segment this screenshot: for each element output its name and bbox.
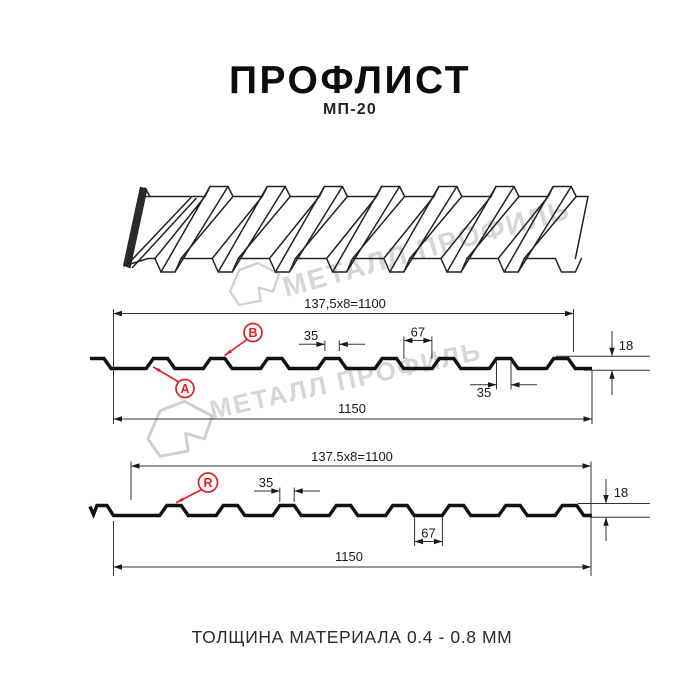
dim-arrow-icon (271, 488, 280, 494)
sheet-rib-line (383, 195, 435, 260)
sheet-rib-line (231, 185, 286, 273)
header: ПРОФЛИСТ МП-20 (229, 59, 471, 118)
sheet-rib-line (325, 195, 378, 260)
watermark-text: МЕТАЛЛ ПРОФИЛЬ (279, 194, 573, 303)
dim-overall-front: 1150 (338, 401, 366, 416)
sheet-fold-line (144, 187, 151, 198)
sheet-rib-line (274, 185, 326, 273)
callout-a-letter: A (180, 382, 189, 396)
dim-arrow-icon (603, 517, 609, 526)
dim-arrow-icon (131, 463, 140, 469)
metall-profil-logo-icon (146, 399, 214, 458)
dim-arrow-icon (294, 488, 303, 494)
dim-rib-top-front: 35 (304, 328, 318, 343)
dim-arrow-icon (582, 564, 591, 570)
callout-a-circle (175, 378, 195, 399)
dim-valley-reverse: 67 (421, 526, 435, 541)
dim-height-reverse: 18 (614, 485, 628, 500)
sheet-rib-line (440, 195, 492, 260)
sheet-fold-line (131, 197, 197, 269)
sheet-3d-view (123, 185, 589, 273)
sheet-rib-line (503, 185, 554, 273)
sheet-rib-line (517, 185, 572, 273)
dim-arrow-icon (414, 538, 424, 545)
callout-b-letter: B (248, 326, 257, 340)
sheet-cut-edge (123, 186, 148, 269)
dim-arrow-icon (113, 564, 122, 570)
dim-arrow-icon (403, 337, 413, 344)
callout-b-circle (243, 322, 263, 343)
sheet-rib-line (288, 185, 344, 273)
dim-arrow-icon (603, 495, 609, 504)
callout-r-letter: R (203, 476, 212, 490)
sheet-far-edge (144, 185, 589, 198)
dim-valley-front: 67 (411, 325, 425, 340)
dim-arrow-icon (511, 382, 520, 388)
sheet-rib-line (446, 185, 497, 273)
dim-arrow-icon (582, 463, 591, 469)
sheet-rib-line (331, 185, 383, 273)
sheet-rib-line (345, 185, 401, 273)
profile-section-reverse-labels: 137.5x8=1100 35 67 18 1150 R (203, 449, 628, 564)
profile-outline-reverse (88, 503, 592, 519)
sheet-rib-line (174, 185, 229, 273)
sheet-rib-line (180, 195, 234, 260)
sheet-rib-line (409, 195, 463, 260)
sheet-rib-line (523, 195, 577, 260)
sheet-rib-line (351, 195, 406, 260)
profile-section-reverse (88, 461, 650, 576)
sheet-rib-line (403, 185, 458, 273)
dim-pitch-reverse: 137.5x8=1100 (311, 449, 393, 464)
dim-arrow-icon (113, 416, 122, 422)
callout-r-circle (197, 472, 219, 493)
dim-arrow-icon (316, 341, 325, 347)
sheet-rib-line (237, 195, 291, 260)
sheet-rib-line (160, 185, 211, 273)
sheet-near-edge (123, 257, 583, 273)
dim-rib-top-reverse: 35 (259, 475, 273, 490)
dim-arrow-icon (423, 337, 432, 344)
metall-profil-logo-icon (228, 261, 281, 306)
material-thickness-note: ТОЛЩИНА МАТЕРИАЛА 0.4 - 0.8 ММ (192, 627, 513, 647)
dim-rib-bottom-front: 35 (477, 385, 491, 400)
callout-arrow-icon (176, 497, 184, 503)
sheet-fold-line (126, 196, 192, 266)
dim-arrow-icon (583, 416, 592, 422)
dim-arrow-icon (433, 538, 443, 545)
callout-arrow-icon (224, 349, 232, 356)
sheet-rib-line (466, 195, 520, 260)
sheet-rib-line (211, 195, 263, 260)
watermark-layer: МЕТАЛЛ ПРОФИЛЬ МЕТАЛЛ ПРОФИЛЬ (146, 194, 574, 458)
dim-pitch-front: 137,5x8=1100 (304, 296, 386, 311)
dim-arrow-icon (488, 382, 497, 388)
profile-outline-front (90, 356, 592, 371)
sheet-rib-line (389, 185, 440, 273)
sheet-rib-line (268, 195, 321, 260)
profile-model-label: МП-20 (323, 101, 377, 118)
dim-arrow-icon (339, 341, 348, 347)
sheet-rib-line (154, 195, 206, 260)
callout-arrow-icon (153, 366, 161, 373)
sheet-cut-edge-line (574, 195, 589, 260)
page-title: ПРОФЛИСТ (229, 59, 471, 102)
dim-overall-reverse: 1150 (335, 549, 363, 564)
sheet-rib-line (497, 195, 549, 260)
dim-height-front: 18 (619, 338, 633, 353)
profile-section-front-labels: 137,5x8=1100 35 67 18 35 1150 A B (180, 296, 633, 416)
sheet-rib-line (460, 185, 515, 273)
dim-arrow-icon (609, 347, 615, 357)
dim-arrow-icon (113, 310, 122, 317)
dim-arrow-icon (609, 370, 615, 379)
dim-arrow-icon (565, 310, 574, 317)
sheet-rib-line (217, 185, 268, 273)
sheet-rib-line (294, 195, 349, 260)
profile-section-front (90, 309, 650, 424)
